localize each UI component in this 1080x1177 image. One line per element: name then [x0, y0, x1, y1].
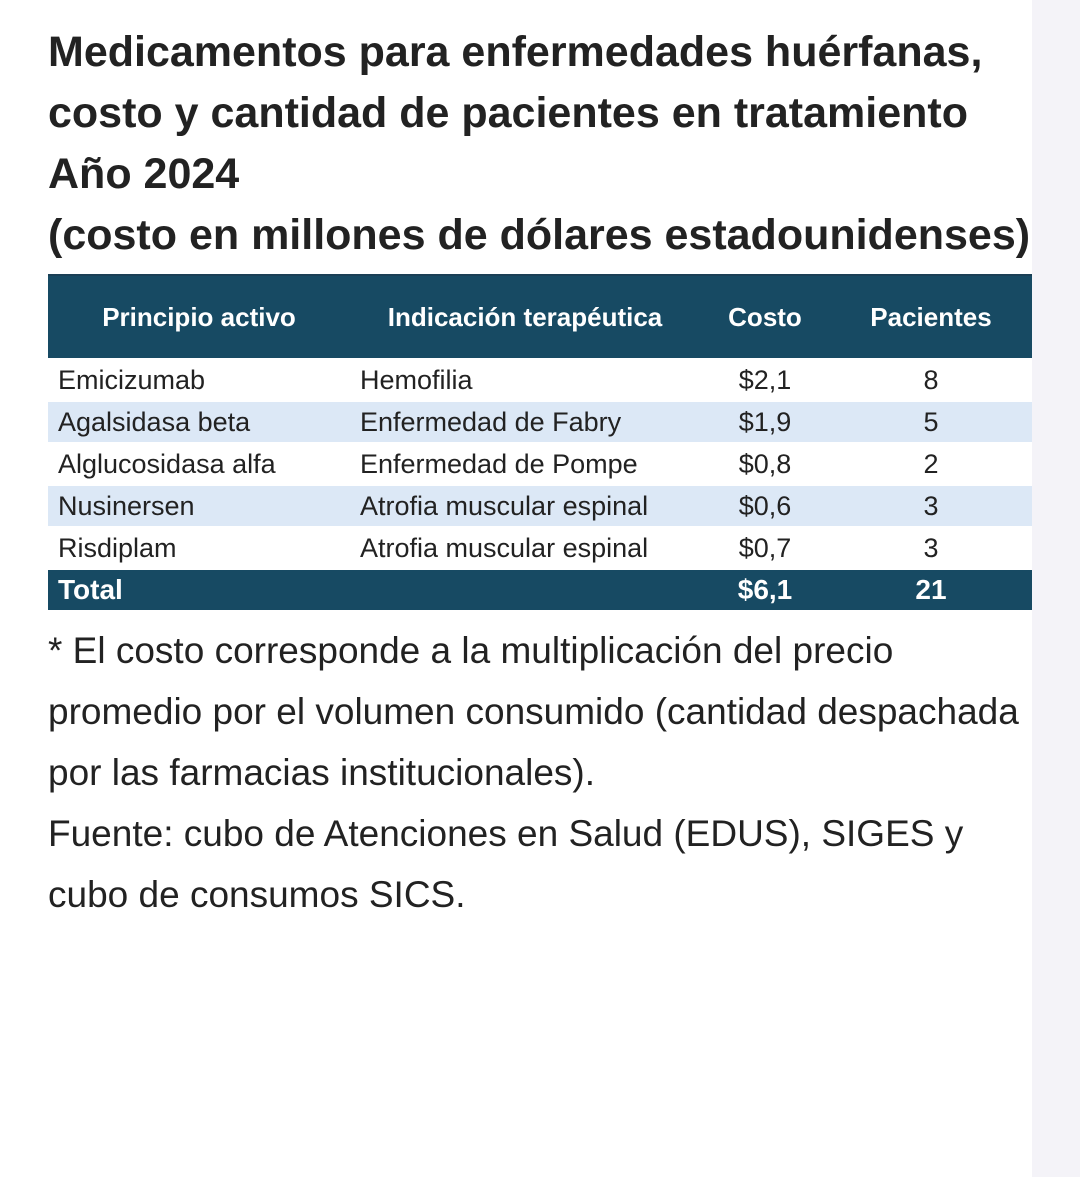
- table-cell: $0,6: [700, 484, 830, 527]
- column-header: Pacientes: [830, 275, 1032, 359]
- total-cell: Total: [48, 568, 350, 610]
- column-header: Indicación terapéutica: [350, 275, 700, 359]
- table-cell: 3: [830, 484, 1032, 527]
- total-cell: 21: [830, 568, 1032, 610]
- header-row: Principio activo Indicación terapéutica Co…: [48, 275, 1032, 359]
- table-cell: Emicizumab: [48, 358, 350, 401]
- unit-note: (costo en millones de dólares estadounid…: [48, 211, 1031, 259]
- table-cell: 3: [830, 526, 1032, 569]
- table-row: Alglucosidasa alfa Enfermedad de Pompe $0,…: [48, 442, 1032, 485]
- table-row: Emicizumab Hemofilia $2,1 8: [48, 358, 1032, 401]
- table-cell: 2: [830, 442, 1032, 485]
- table-cell: Risdiplam: [48, 526, 350, 569]
- table-cell: Atrofia muscular espinal: [350, 526, 700, 569]
- table-cell: $2,1: [700, 358, 830, 401]
- table-cell: Hemofilia: [350, 358, 700, 401]
- table-cell: [350, 568, 700, 610]
- table-cell: Atrofia muscular espinal: [350, 484, 700, 527]
- table-cell: 8: [830, 358, 1032, 401]
- column-header: Principio activo: [48, 275, 350, 359]
- content: Medicamentos para enfermedades huérfanas…: [48, 22, 1032, 925]
- table-row: Agalsidasa beta Enfermedad de Fabry $1,9 5: [48, 400, 1032, 443]
- table-cell: Nusinersen: [48, 484, 350, 527]
- table-cell: Enfermedad de Fabry: [350, 400, 700, 443]
- year: Año 2024: [48, 150, 240, 198]
- table-cell: $1,9: [700, 400, 830, 443]
- table-cell: $0,8: [700, 442, 830, 485]
- table-cell: Agalsidasa beta: [48, 400, 350, 443]
- column-header: Costo: [700, 275, 830, 359]
- title: Medicamentos para enfermedades huérfanas…: [48, 28, 983, 137]
- table-cell: $0,7: [700, 526, 830, 569]
- title-block: Medicamentos para enfermedades huérfanas…: [48, 22, 1032, 266]
- table-cell: 5: [830, 400, 1032, 443]
- footer: * El costo corresponde a la multiplicaci…: [48, 620, 1032, 925]
- table-cell: Alglucosidasa alfa: [48, 442, 350, 485]
- footnote: * El costo corresponde a la multiplicaci…: [48, 630, 1019, 793]
- data-table: Principio activo Indicación terapéutica Co…: [48, 274, 1032, 610]
- total-row: Total $6,1 21: [48, 568, 1032, 610]
- table-row: Risdiplam Atrofia muscular espinal $0,7 3: [48, 526, 1032, 569]
- table-cell: Enfermedad de Pompe: [350, 442, 700, 485]
- table-row: Nusinersen Atrofia muscular espinal $0,6 3: [48, 484, 1032, 527]
- source: Fuente: cubo de Atenciones en Salud (EDU…: [48, 813, 964, 915]
- total-cell: $6,1: [700, 568, 830, 610]
